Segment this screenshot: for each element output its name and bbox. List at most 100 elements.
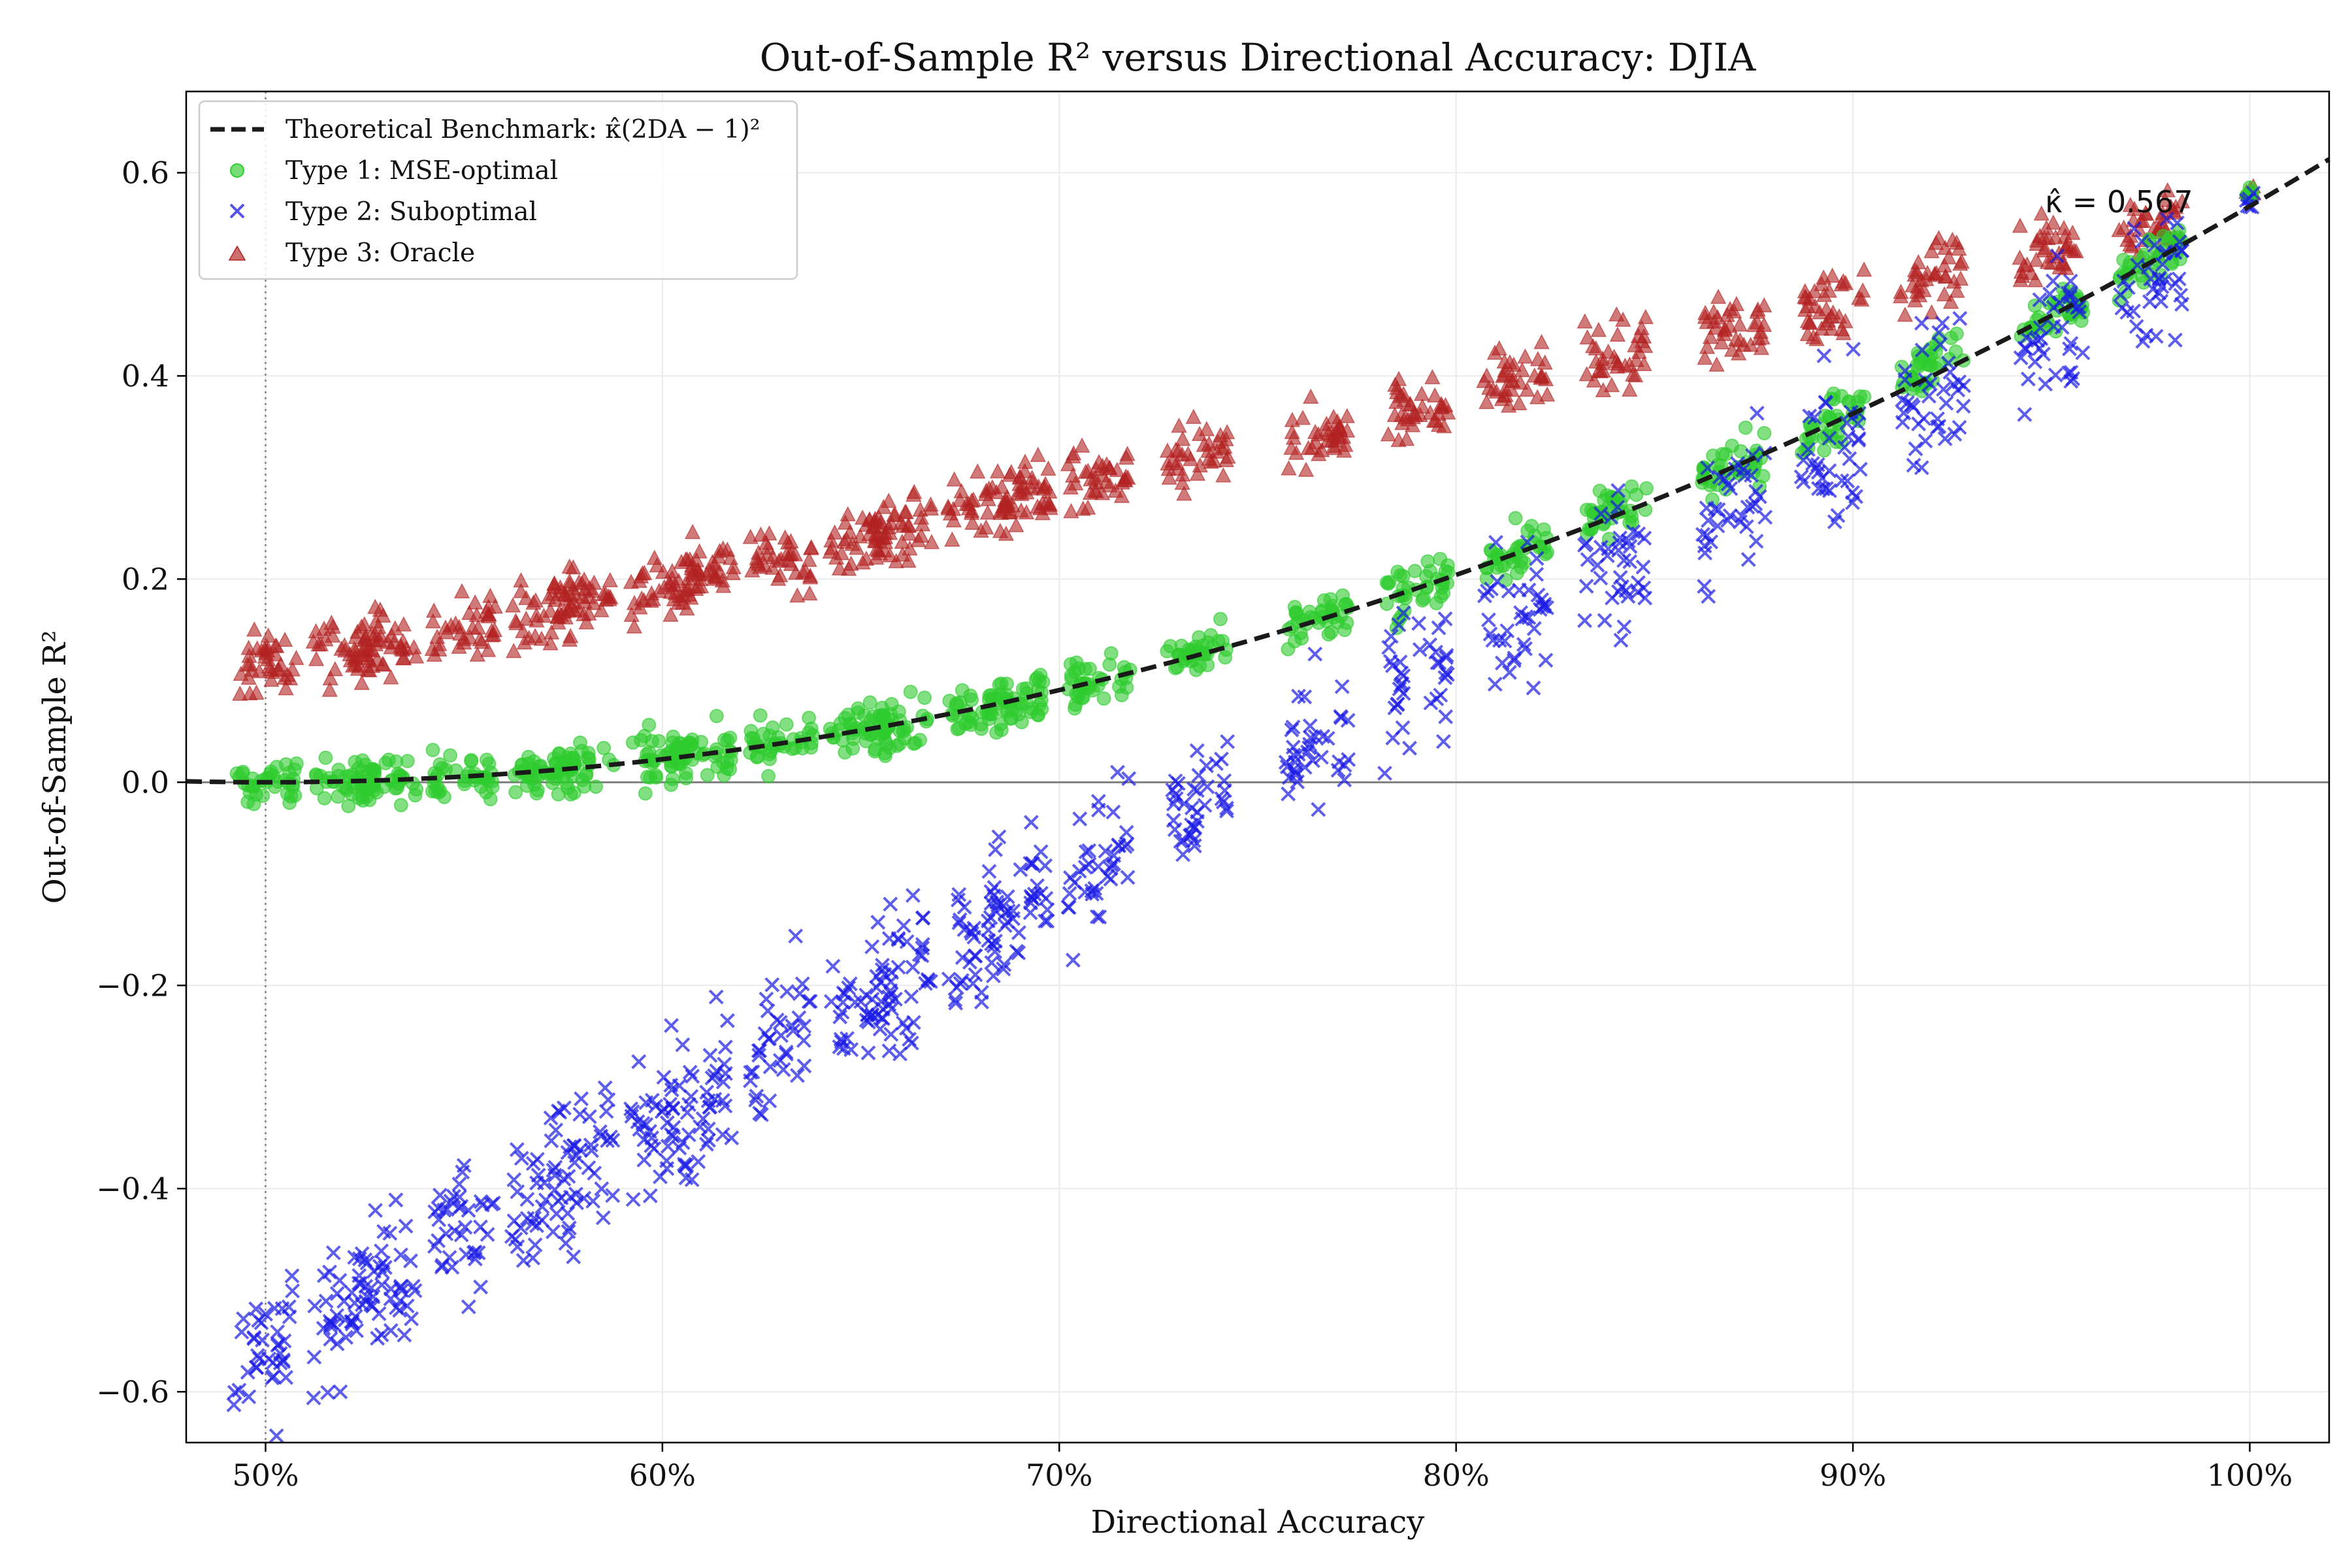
point-circle-12-29	[982, 688, 997, 703]
point-x-16-10	[1382, 654, 1398, 669]
y-tick-label-2: −0.2	[96, 968, 169, 1003]
point-x-0-28	[270, 1324, 286, 1340]
point-x-18-37	[1637, 590, 1653, 606]
point-triangle-7-35	[683, 557, 700, 573]
point-x-16-18	[1436, 734, 1451, 749]
point-x-5-22	[551, 1103, 566, 1119]
point-x-1-28	[368, 1203, 383, 1218]
point-x-18-13	[1593, 540, 1609, 555]
point-x-16-28	[1383, 629, 1399, 644]
point-circle-19-21	[1756, 468, 1771, 483]
point-triangle-6-14	[655, 563, 672, 580]
point-x-3-32	[431, 1233, 446, 1249]
y-tick-label-1: −0.4	[96, 1171, 169, 1206]
point-circle-4-34	[508, 785, 523, 800]
point-triangle-14-25	[1161, 469, 1178, 485]
point-x-8-17	[785, 1023, 801, 1038]
point-x-12-25	[1011, 925, 1026, 940]
point-x-22-8	[2032, 292, 2048, 308]
point-circle-10-36	[877, 708, 892, 723]
point-circle-3-35	[425, 784, 440, 799]
point-triangle-22-17	[2012, 218, 2029, 233]
point-x-9-34	[842, 976, 858, 992]
point-triangle-3-35	[480, 642, 497, 657]
point-triangle-0-34	[284, 661, 301, 677]
point-triangle-23-28	[2159, 182, 2176, 198]
point-x-22-6	[2017, 406, 2033, 422]
point-x-1-24	[329, 1286, 345, 1301]
point-triangle-0-22	[240, 669, 257, 685]
point-triangle-7-15	[690, 578, 706, 594]
point-triangle-20-20	[1837, 313, 1854, 329]
point-x-20-16	[1806, 410, 1822, 425]
point-triangle-21-18	[1942, 293, 1959, 309]
point-triangle-21-37	[1948, 234, 1965, 250]
point-triangle-5-29	[546, 576, 563, 591]
point-circle-6-32	[625, 735, 640, 750]
point-triangle-15-33	[1319, 433, 1336, 448]
point-circle-19-34	[1733, 444, 1748, 459]
point-x-14-9	[1173, 834, 1188, 849]
point-x-8-16	[762, 1093, 777, 1109]
point-x-9-37	[836, 1041, 851, 1056]
point-circle-7-0	[678, 766, 693, 781]
point-x-19-20	[1740, 499, 1756, 515]
point-x-4-35	[529, 1175, 544, 1191]
point-triangle-3-37	[431, 636, 448, 651]
point-x-3-26	[461, 1299, 476, 1315]
point-triangle-8-33	[777, 529, 793, 545]
point-circle-6-37	[643, 770, 658, 785]
point-x-2-37	[376, 1224, 392, 1239]
point-triangle-19-22	[1713, 334, 1730, 350]
point-x-11-28	[951, 887, 967, 902]
point-circle-10-31	[897, 731, 912, 746]
point-triangle-7-32	[725, 564, 741, 581]
point-triangle-19-27	[1708, 356, 1725, 372]
point-x-14-25	[1170, 776, 1186, 791]
x-tick-label-1: 60%	[629, 1458, 696, 1493]
point-triangle-2-29	[346, 649, 363, 665]
point-x-0-23	[248, 1360, 264, 1375]
point-triangle-2-27	[372, 627, 389, 644]
point-x-7-28	[665, 1128, 681, 1144]
point-triangle-14-35	[1183, 451, 1199, 466]
point-x-5-27	[592, 1124, 608, 1139]
point-x-15-29	[1291, 689, 1306, 704]
point-circle-3-22	[425, 743, 440, 758]
benchmark-curve	[186, 157, 2330, 785]
point-circle-18-19	[1639, 481, 1654, 496]
point-x-5-26	[558, 1235, 574, 1251]
point-triangle-1-24	[308, 651, 325, 666]
point-x-2-33	[383, 1323, 399, 1339]
point-triangle-16-29	[1436, 417, 1452, 434]
point-x-12-36	[1037, 858, 1053, 874]
point-triangle-14-24	[1212, 427, 1229, 442]
point-x-23-13	[2159, 211, 2174, 227]
point-triangle-3-4	[453, 583, 470, 598]
point-triangle-7-18	[722, 549, 739, 565]
point-triangle-5-10	[566, 585, 583, 601]
point-triangle-11-18	[970, 463, 986, 479]
point-x-15-37	[1303, 730, 1318, 745]
point-triangle-9-30	[822, 543, 838, 559]
point-circle-17-33	[1520, 523, 1535, 538]
point-x-21-35	[1914, 316, 1929, 331]
point-triangle-5-32	[574, 575, 590, 591]
point-x-17-14	[1487, 676, 1503, 692]
point-triangle-6-37	[644, 585, 660, 601]
point-x-15-34	[1300, 744, 1315, 760]
point-triangle-19-16	[1697, 349, 1713, 365]
point-triangle-8-20	[801, 551, 817, 567]
point-triangle-14-37	[1174, 474, 1190, 490]
legend-type2-swatch	[229, 203, 245, 219]
point-triangle-17-32	[1529, 389, 1546, 404]
point-circle-16-36	[1379, 596, 1394, 612]
point-x-0-36	[240, 1364, 255, 1380]
point-triangle-8-29	[794, 564, 811, 580]
point-triangle-1-30	[333, 640, 350, 656]
point-circle-3-37	[443, 748, 458, 763]
point-x-4-22	[551, 1193, 566, 1209]
point-x-9-19	[860, 1045, 876, 1060]
point-triangle-18-6	[1637, 308, 1654, 325]
point-triangle-19-36	[1732, 332, 1748, 348]
